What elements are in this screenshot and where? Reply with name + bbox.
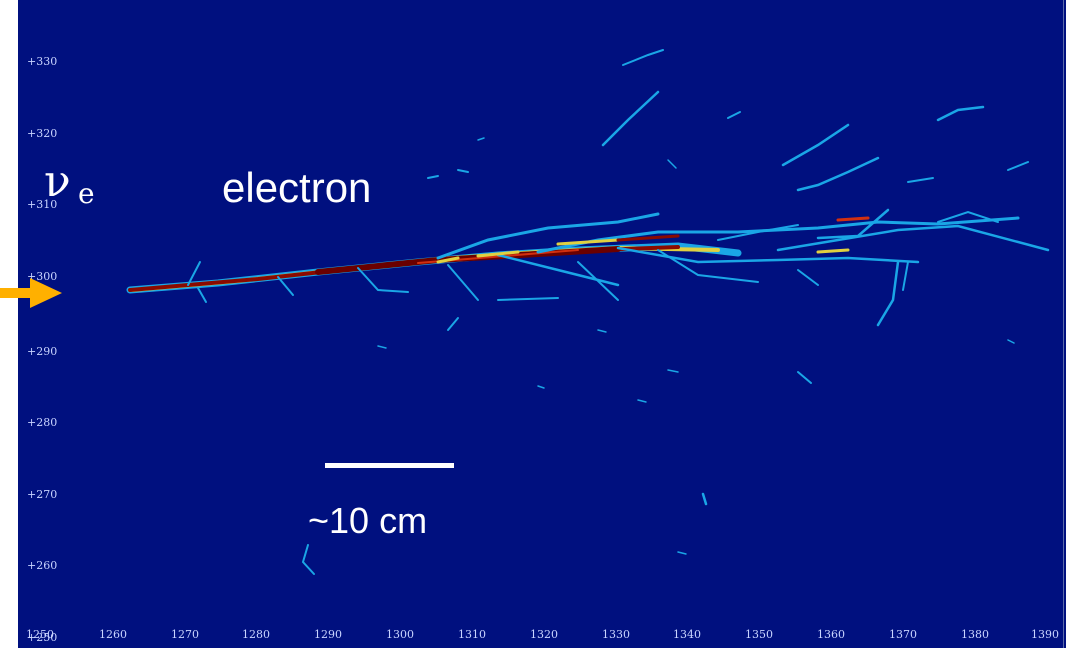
neutrino-symbol: ν	[44, 156, 71, 207]
x-tick-label: 1280	[242, 628, 270, 641]
x-tick-label: 1270	[171, 628, 199, 641]
right-arrow-icon	[0, 278, 62, 308]
y-tick-label: +270	[27, 488, 58, 501]
electron-label: electron	[222, 164, 372, 211]
y-tick-label: +330	[27, 55, 58, 68]
x-tick-label: 1330	[602, 628, 630, 641]
x-tick-label: 1370	[889, 628, 917, 641]
x-tick-label: 1360	[817, 628, 845, 641]
x-tick-label: 1340	[673, 628, 701, 641]
x-tick-label: 1350	[745, 628, 773, 641]
isolated-tracks	[301, 49, 1029, 575]
y-tick-label: +320	[27, 127, 58, 140]
x-tick-label: 1260	[99, 628, 127, 641]
electron-shower	[126, 208, 1050, 327]
y-tick-label: +300	[27, 270, 58, 283]
x-tick-label: 1250	[26, 628, 54, 641]
y-tick-label: +290	[27, 345, 58, 358]
scale-bar	[325, 463, 454, 468]
display-edge	[1063, 0, 1064, 648]
x-tick-label: 1290	[314, 628, 342, 641]
neutrino-subscript: e	[78, 177, 95, 210]
x-tick-label: 1320	[530, 628, 558, 641]
y-tick-label: +310	[27, 198, 58, 211]
event-tracks	[126, 49, 1050, 575]
x-tick-label: 1390	[1031, 628, 1059, 641]
y-tick-label: +250	[27, 631, 58, 644]
x-tick-label: 1310	[458, 628, 486, 641]
y-tick-label: +260	[27, 559, 58, 572]
x-tick-label: 1300	[386, 628, 414, 641]
event-display: +330 +320 +310 +300 +290 +280 +270 +260 …	[18, 0, 1066, 648]
scale-label: ~10 cm	[308, 500, 428, 541]
x-tick-label: 1380	[961, 628, 989, 641]
y-tick-label: +280	[27, 416, 58, 429]
